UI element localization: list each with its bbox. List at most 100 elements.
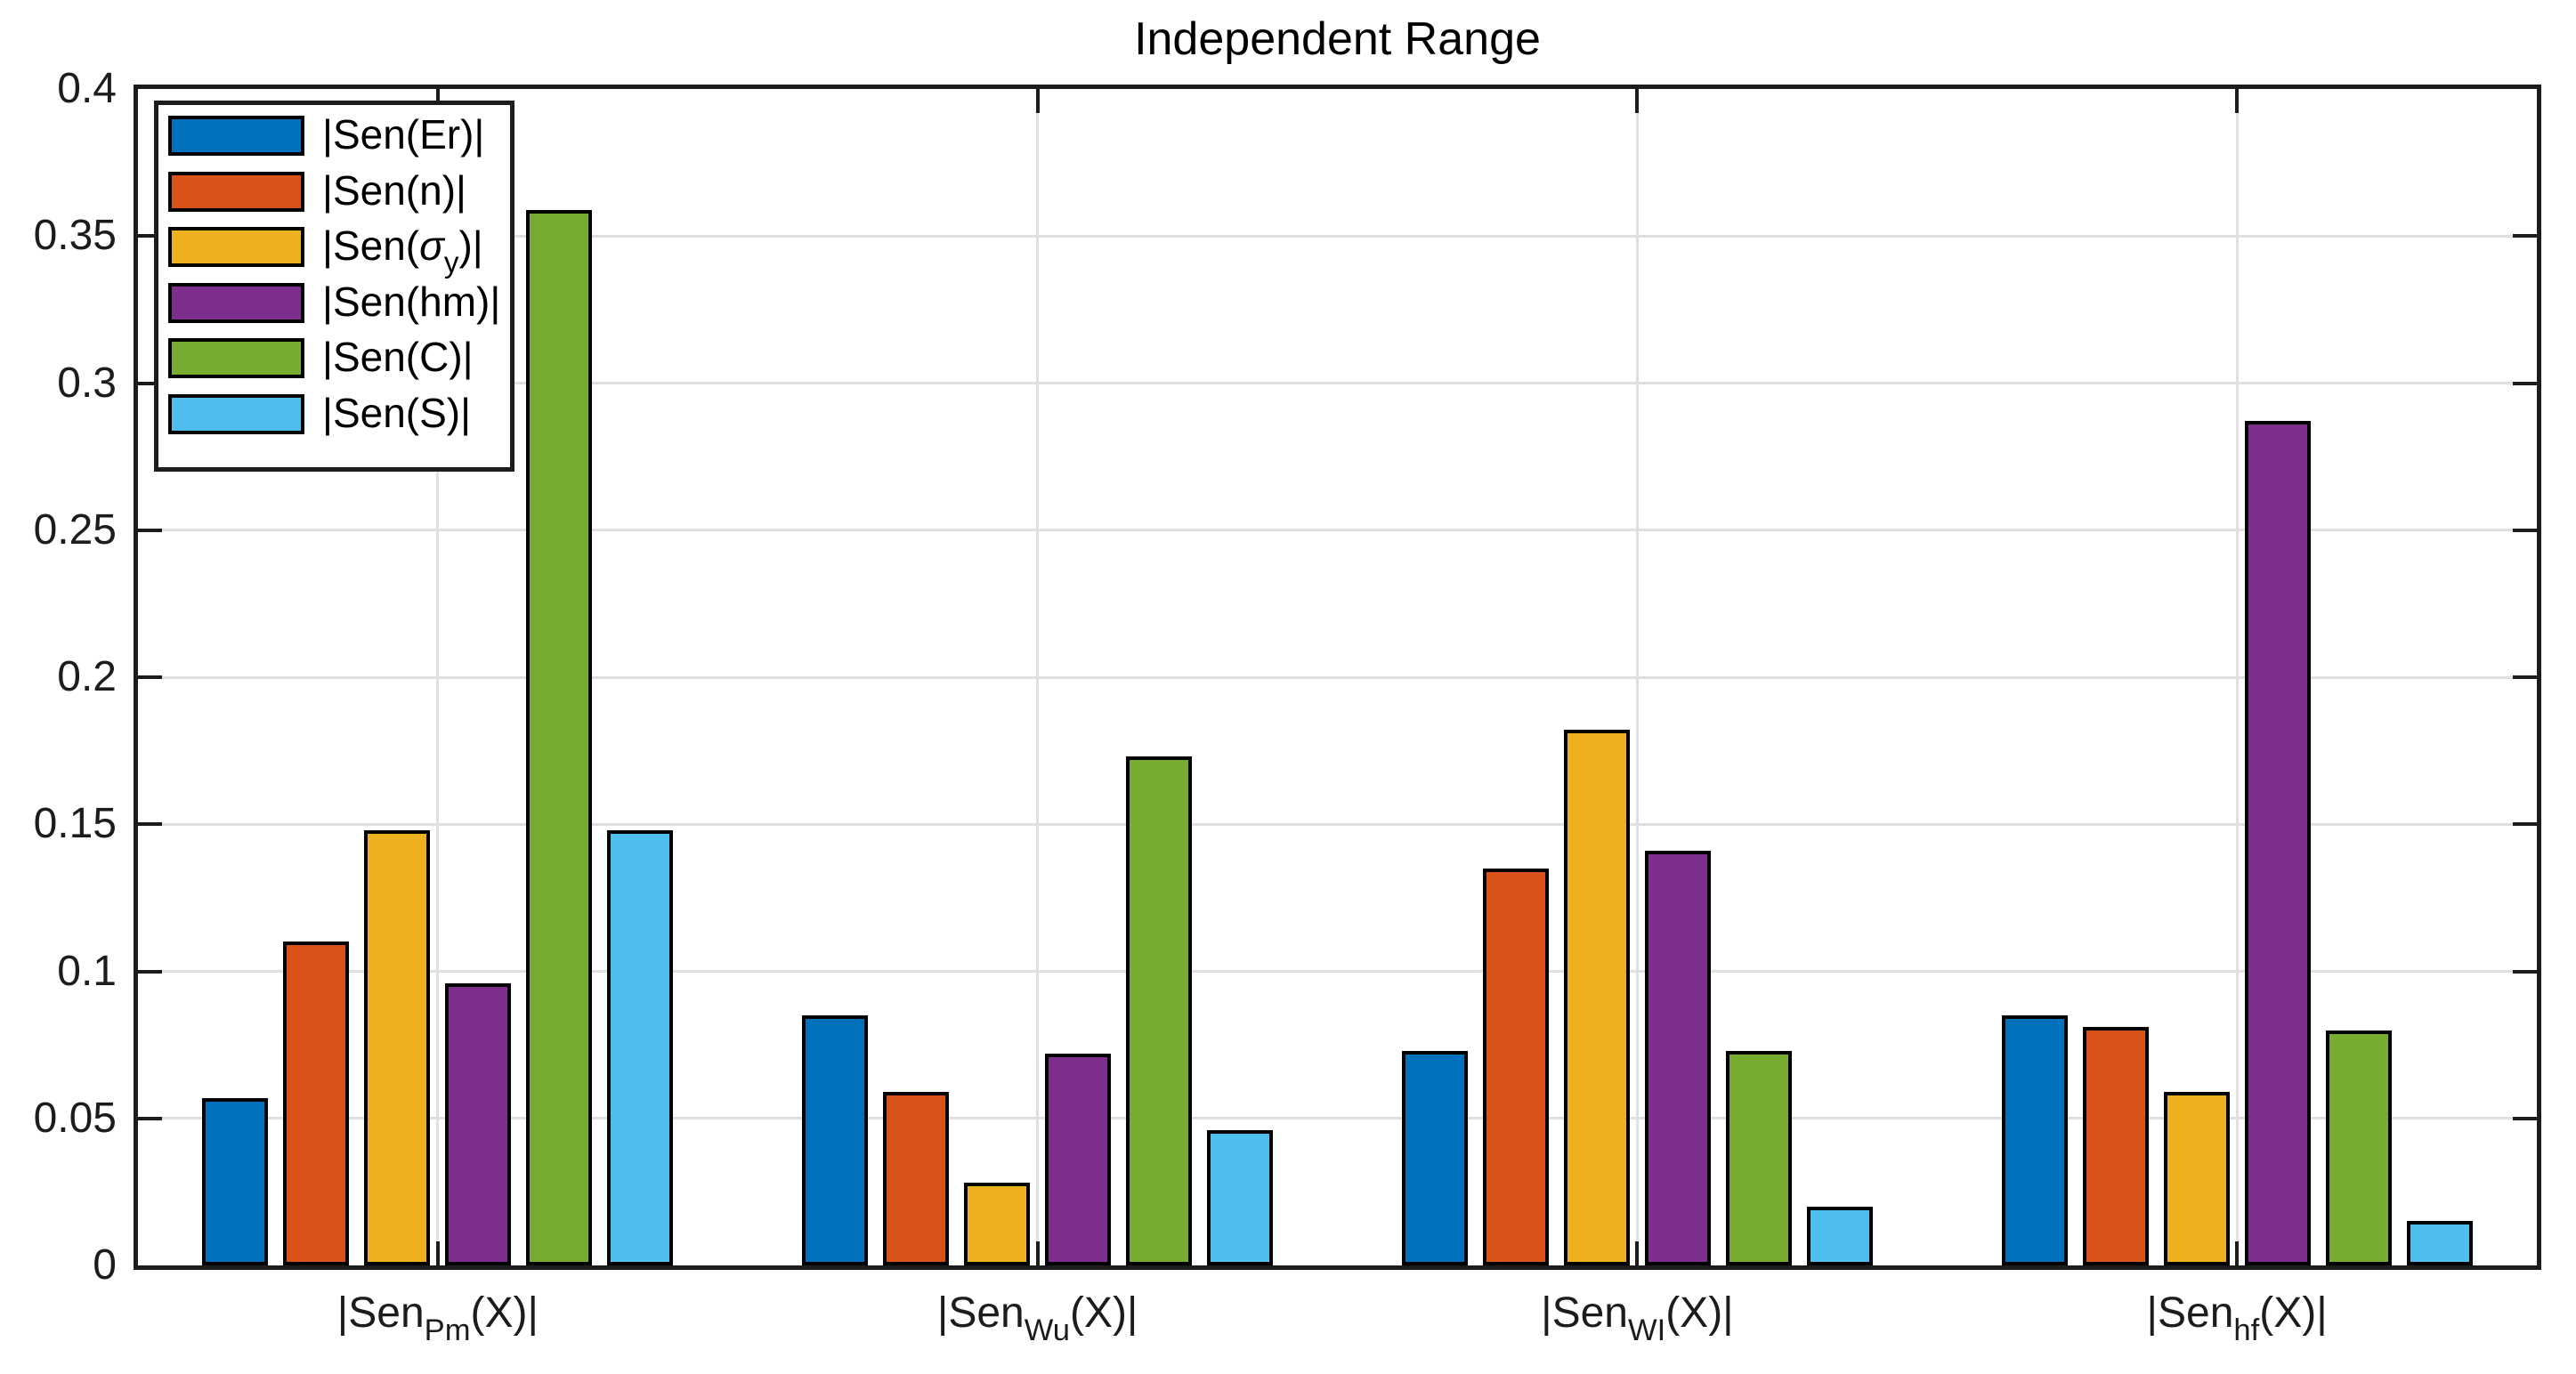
y-tick-left — [138, 1116, 162, 1120]
label-text: |Sen — [936, 1289, 1025, 1337]
bar-|Sen(C)|-group3 — [1726, 1051, 1792, 1265]
chart-title: Independent Range — [1134, 13, 1541, 65]
legend-box: |Sen(Er)| |Sen(n)| |Sen(σy)| |Sen(hm)| |Sen(… — [154, 101, 514, 472]
label-text: (X)| — [1069, 1289, 1138, 1337]
y-tick-label: 0.05 — [33, 1094, 117, 1142]
y-tick-label: 0.1 — [57, 947, 117, 995]
y-tick-right — [2513, 234, 2537, 238]
label-text: |Sen(Er)| — [322, 111, 485, 158]
bar-|Sen(n)|-group2 — [883, 1092, 949, 1265]
x-category-label: |SenPm(X)| — [171, 1289, 705, 1360]
y-gridline — [138, 822, 2537, 826]
bar-|Sen(hm)|-group3 — [1645, 851, 1711, 1265]
legend-swatch-|Sen(hm)| — [168, 282, 304, 323]
bar-|Sen(n)|-group3 — [1483, 869, 1549, 1265]
label-subscript: y — [443, 246, 459, 279]
label-text: |Sen(hm)| — [322, 278, 501, 325]
legend-label: |Sen(C)| — [322, 334, 474, 380]
legend-label: |Sen(Er)| — [322, 114, 484, 155]
y-tick-right — [2513, 1116, 2537, 1120]
y-tick-right — [2513, 528, 2537, 532]
bar-|Sen(σy)|-group4 — [2164, 1092, 2230, 1265]
y-tick-label: 0.15 — [33, 800, 117, 848]
label-subscript: Pm — [424, 1313, 471, 1347]
label-text: σ — [419, 222, 444, 269]
y-tick-label: 0.35 — [33, 212, 117, 260]
y-gridline — [138, 234, 2537, 238]
label-text: |Sen( — [322, 222, 420, 269]
bar-|Sen(Er)|-group1 — [202, 1098, 268, 1265]
y-gridline — [138, 382, 2537, 384]
x-category-label: |Senhf(X)| — [1970, 1289, 2504, 1360]
y-tick-right — [2513, 675, 2537, 679]
label-subscript: hf — [2233, 1313, 2260, 1347]
y-gridline — [138, 970, 2537, 973]
x-category-label: |SenWI(X)| — [1370, 1289, 1904, 1360]
legend-swatch-|Sen(σy)| — [168, 227, 304, 267]
y-tick-label: 0.2 — [57, 653, 117, 700]
y-tick-left — [138, 822, 162, 827]
label-subscript: Wu — [1024, 1313, 1070, 1347]
legend-label: |Sen(hm)| — [322, 278, 501, 325]
y-gridline — [138, 529, 2537, 532]
bar-|Sen(S)|-group4 — [2407, 1221, 2473, 1265]
bar-|Sen(S)|-group3 — [1807, 1207, 1873, 1265]
x-tick-bottom — [435, 1241, 440, 1265]
label-text: )| — [458, 222, 483, 269]
bar-|Sen(n)|-group1 — [283, 942, 349, 1265]
bar-|Sen(σy)|-group3 — [1564, 730, 1630, 1265]
legend-swatch-|Sen(Er)| — [168, 116, 304, 156]
bar-|Sen(n)|-group4 — [2083, 1027, 2149, 1265]
y-tick-left — [138, 528, 162, 532]
legend-swatch-|Sen(C)| — [168, 338, 304, 378]
x-tick-bottom — [1635, 1241, 1640, 1265]
x-tick-top — [1635, 89, 1640, 113]
y-gridline — [138, 675, 2537, 679]
bar-|Sen(Er)|-group2 — [802, 1015, 868, 1265]
legend-label: |Sen(n)| — [322, 170, 466, 211]
legend-swatch-|Sen(S)| — [168, 393, 304, 434]
y-tick-right — [2513, 969, 2537, 974]
y-tick-right — [2513, 822, 2537, 827]
bar-|Sen(C)|-group2 — [1126, 756, 1192, 1265]
x-tick-top — [2235, 89, 2240, 113]
y-tick-left — [138, 675, 162, 679]
bar-|Sen(S)|-group1 — [607, 830, 673, 1265]
label-text: |Sen(n)| — [322, 166, 466, 214]
y-tick-label: 0.4 — [57, 65, 117, 112]
label-text: (X)| — [1665, 1289, 1734, 1337]
x-tick-bottom — [1035, 1241, 1040, 1265]
y-gridline — [138, 1117, 2537, 1120]
label-text: |Sen — [2146, 1289, 2234, 1337]
y-tick-label: 0.3 — [57, 359, 117, 407]
y-tick-label: 0 — [93, 1241, 117, 1289]
y-tick-left — [138, 381, 162, 385]
x-tick-bottom — [2235, 1241, 2240, 1265]
legend-label: |Sen(σy)| — [322, 225, 483, 279]
bar-|Sen(Er)|-group3 — [1402, 1051, 1468, 1265]
bar-|Sen(hm)|-group2 — [1045, 1054, 1111, 1265]
label-text: |Sen(S)| — [322, 389, 472, 436]
bar-|Sen(σy)|-group2 — [964, 1183, 1030, 1265]
legend-swatch-|Sen(n)| — [168, 171, 304, 212]
bar-|Sen(σy)|-group1 — [364, 830, 430, 1265]
legend-label: |Sen(S)| — [322, 389, 472, 436]
y-tick-left — [138, 234, 162, 238]
y-tick-label: 0.25 — [33, 505, 117, 554]
bar-|Sen(C)|-group4 — [2326, 1030, 2392, 1265]
y-tick-right — [2513, 381, 2537, 385]
bar-|Sen(S)|-group2 — [1207, 1130, 1273, 1265]
y-tick-left — [138, 969, 162, 974]
bar-|Sen(hm)|-group4 — [2245, 421, 2311, 1265]
bar-|Sen(hm)|-group1 — [445, 983, 511, 1265]
label-text: |Sen — [1541, 1289, 1628, 1337]
label-text: |Sen — [336, 1289, 425, 1337]
label-text: |Sen(C)| — [322, 334, 474, 380]
label-text: (X)| — [2259, 1289, 2328, 1337]
label-subscript: WI — [1627, 1313, 1666, 1347]
x-category-label: |SenWu(X)| — [771, 1289, 1305, 1360]
label-text: (X)| — [470, 1289, 539, 1337]
bar-|Sen(Er)|-group4 — [2002, 1015, 2068, 1265]
